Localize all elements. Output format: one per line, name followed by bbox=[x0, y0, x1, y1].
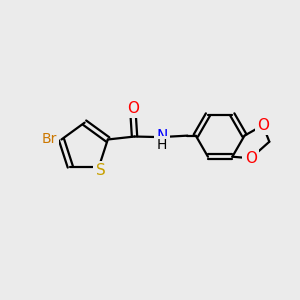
Text: O: O bbox=[245, 151, 257, 166]
Text: N: N bbox=[156, 129, 168, 144]
Text: O: O bbox=[127, 101, 139, 116]
Text: O: O bbox=[257, 118, 269, 133]
Text: Br: Br bbox=[41, 132, 57, 146]
Text: H: H bbox=[157, 138, 167, 152]
Text: S: S bbox=[95, 163, 105, 178]
